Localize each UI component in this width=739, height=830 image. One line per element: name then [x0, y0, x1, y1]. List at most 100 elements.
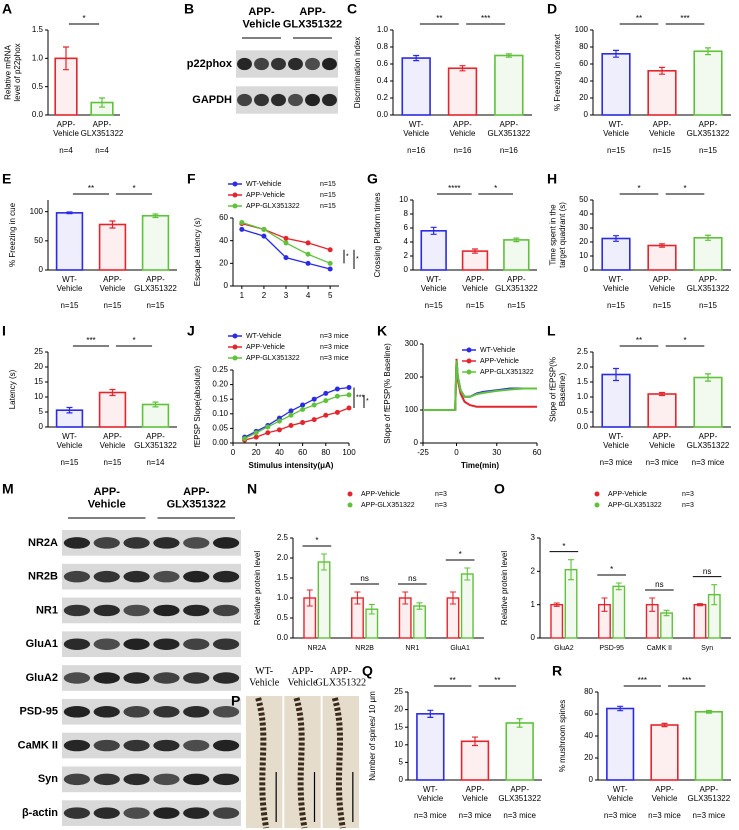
- legend-marker: [347, 502, 353, 508]
- text-line: WT-: [609, 432, 624, 441]
- significance-label: ***: [356, 395, 364, 402]
- panel-letter: E: [2, 171, 11, 187]
- bar: [98, 391, 127, 428]
- error-bar: [711, 584, 718, 606]
- text-line: Vehicle: [88, 499, 126, 511]
- text-line: Vehicle: [417, 794, 443, 803]
- significance-label: ***: [638, 676, 647, 685]
- category-label: Syn: [701, 645, 713, 652]
- error-bar: [601, 597, 608, 612]
- x-axis-label: Stimulus intensity(μA): [249, 461, 334, 470]
- blot-band: [322, 57, 337, 71]
- sample-size: n=16: [500, 146, 519, 155]
- error-bar: [617, 705, 624, 712]
- error-bar: [472, 248, 478, 254]
- row-label: CaMK II: [18, 739, 58, 751]
- y-tick-label: 25: [34, 347, 43, 356]
- significance-label: ns: [408, 574, 416, 583]
- panel-letter: J: [187, 323, 195, 339]
- panel-letter: Q: [362, 663, 373, 679]
- series-line: [241, 228, 331, 270]
- y-tick-label: 0.5: [577, 407, 589, 416]
- blot-band: [123, 570, 150, 583]
- category-label: APP-Vehicle: [100, 275, 126, 293]
- y-tick-label: 40: [584, 731, 593, 740]
- text-line: Vehicle: [288, 678, 319, 689]
- panel-letter: M: [2, 481, 14, 497]
- y-tick-label: 0: [404, 265, 409, 274]
- blot-band: [93, 807, 120, 819]
- significance-label: *: [366, 398, 369, 405]
- error-bar: [99, 97, 105, 108]
- row-label: Syn: [38, 773, 58, 785]
- blot-band: [212, 672, 240, 684]
- bar: [141, 403, 170, 428]
- sample-size: n=4: [59, 146, 73, 155]
- error-bar: [427, 709, 434, 718]
- text-line: Vehicle: [649, 284, 675, 293]
- y-tick-label: 20: [579, 93, 588, 102]
- category-label: APP-Vehicle: [53, 120, 79, 138]
- y-tick-label: 20: [219, 258, 228, 267]
- text-line: GLX351322: [687, 794, 730, 803]
- y-tick-label: 1.5: [32, 25, 44, 34]
- x-tick-label: 2: [262, 291, 267, 300]
- text-line: Vehicle: [652, 794, 678, 803]
- bar: [694, 710, 723, 781]
- text-line: APP-: [653, 120, 672, 129]
- blot-band: [63, 773, 91, 786]
- data-point: [265, 430, 271, 436]
- category-label: APP-GLX351322: [687, 785, 730, 803]
- y-axis-label: Discrimination index: [353, 37, 362, 109]
- legend-n: n=3: [682, 491, 694, 498]
- text-line: GLX351322: [495, 284, 538, 293]
- text-line: Vehicle: [649, 129, 675, 138]
- text-line: APP-: [466, 275, 485, 284]
- text-line: target quadrant (s): [558, 202, 567, 268]
- blot-band: [153, 807, 180, 819]
- error-bar: [109, 388, 116, 397]
- blot-band: [63, 706, 91, 718]
- text-line: Vehicle: [607, 794, 633, 803]
- significance-label: *: [683, 336, 686, 345]
- blot-band: [322, 93, 337, 107]
- error-bar: [705, 709, 712, 714]
- data-point: [311, 402, 317, 408]
- y-axis-label: Crossing Platform times: [373, 193, 382, 278]
- data-point: [334, 386, 340, 392]
- text-line: APP-: [146, 432, 165, 441]
- y-tick-label: 60: [219, 213, 228, 222]
- data-point: [300, 420, 306, 426]
- sample-size: n=15: [699, 146, 718, 155]
- sample-size: n=15: [607, 301, 626, 310]
- x-axis-label: Time(min): [461, 461, 499, 470]
- text-line: GLX351322: [316, 678, 367, 689]
- legend-label: APP-Vehicle: [246, 192, 285, 199]
- y-tick-label: 10: [579, 251, 588, 260]
- bar: [494, 54, 524, 116]
- blot-band: [123, 739, 150, 752]
- significance-label: *: [637, 184, 640, 193]
- x-tick-label: 0: [454, 448, 459, 457]
- category-label: NR1: [405, 645, 419, 652]
- significance-label: ***: [680, 14, 689, 23]
- y-tick-label: 0.8: [377, 42, 389, 51]
- blot-band: [305, 57, 320, 71]
- y-tick-label: 10: [394, 740, 403, 749]
- y-tick-label: 100: [405, 405, 419, 414]
- x-tick-label: 100: [342, 448, 356, 457]
- error-bar: [553, 602, 560, 607]
- blot-band: [123, 638, 150, 650]
- legend-label: APP-GLX351322: [246, 355, 300, 362]
- group-label: APP-GLX351322: [167, 486, 226, 511]
- sample-size: n=3 mice: [692, 811, 725, 820]
- y-axis-label: Escape Latency (s): [193, 217, 202, 286]
- category-label: APP-GLX351322: [134, 432, 177, 450]
- dendrite: [255, 697, 270, 829]
- blot-band: [63, 672, 91, 684]
- y-tick-label: 0.5: [32, 82, 44, 91]
- y-tick-label: 40: [219, 236, 228, 245]
- data-point: [265, 424, 271, 430]
- legend-n: n=3: [435, 502, 447, 509]
- legend-n: n=3: [682, 502, 694, 509]
